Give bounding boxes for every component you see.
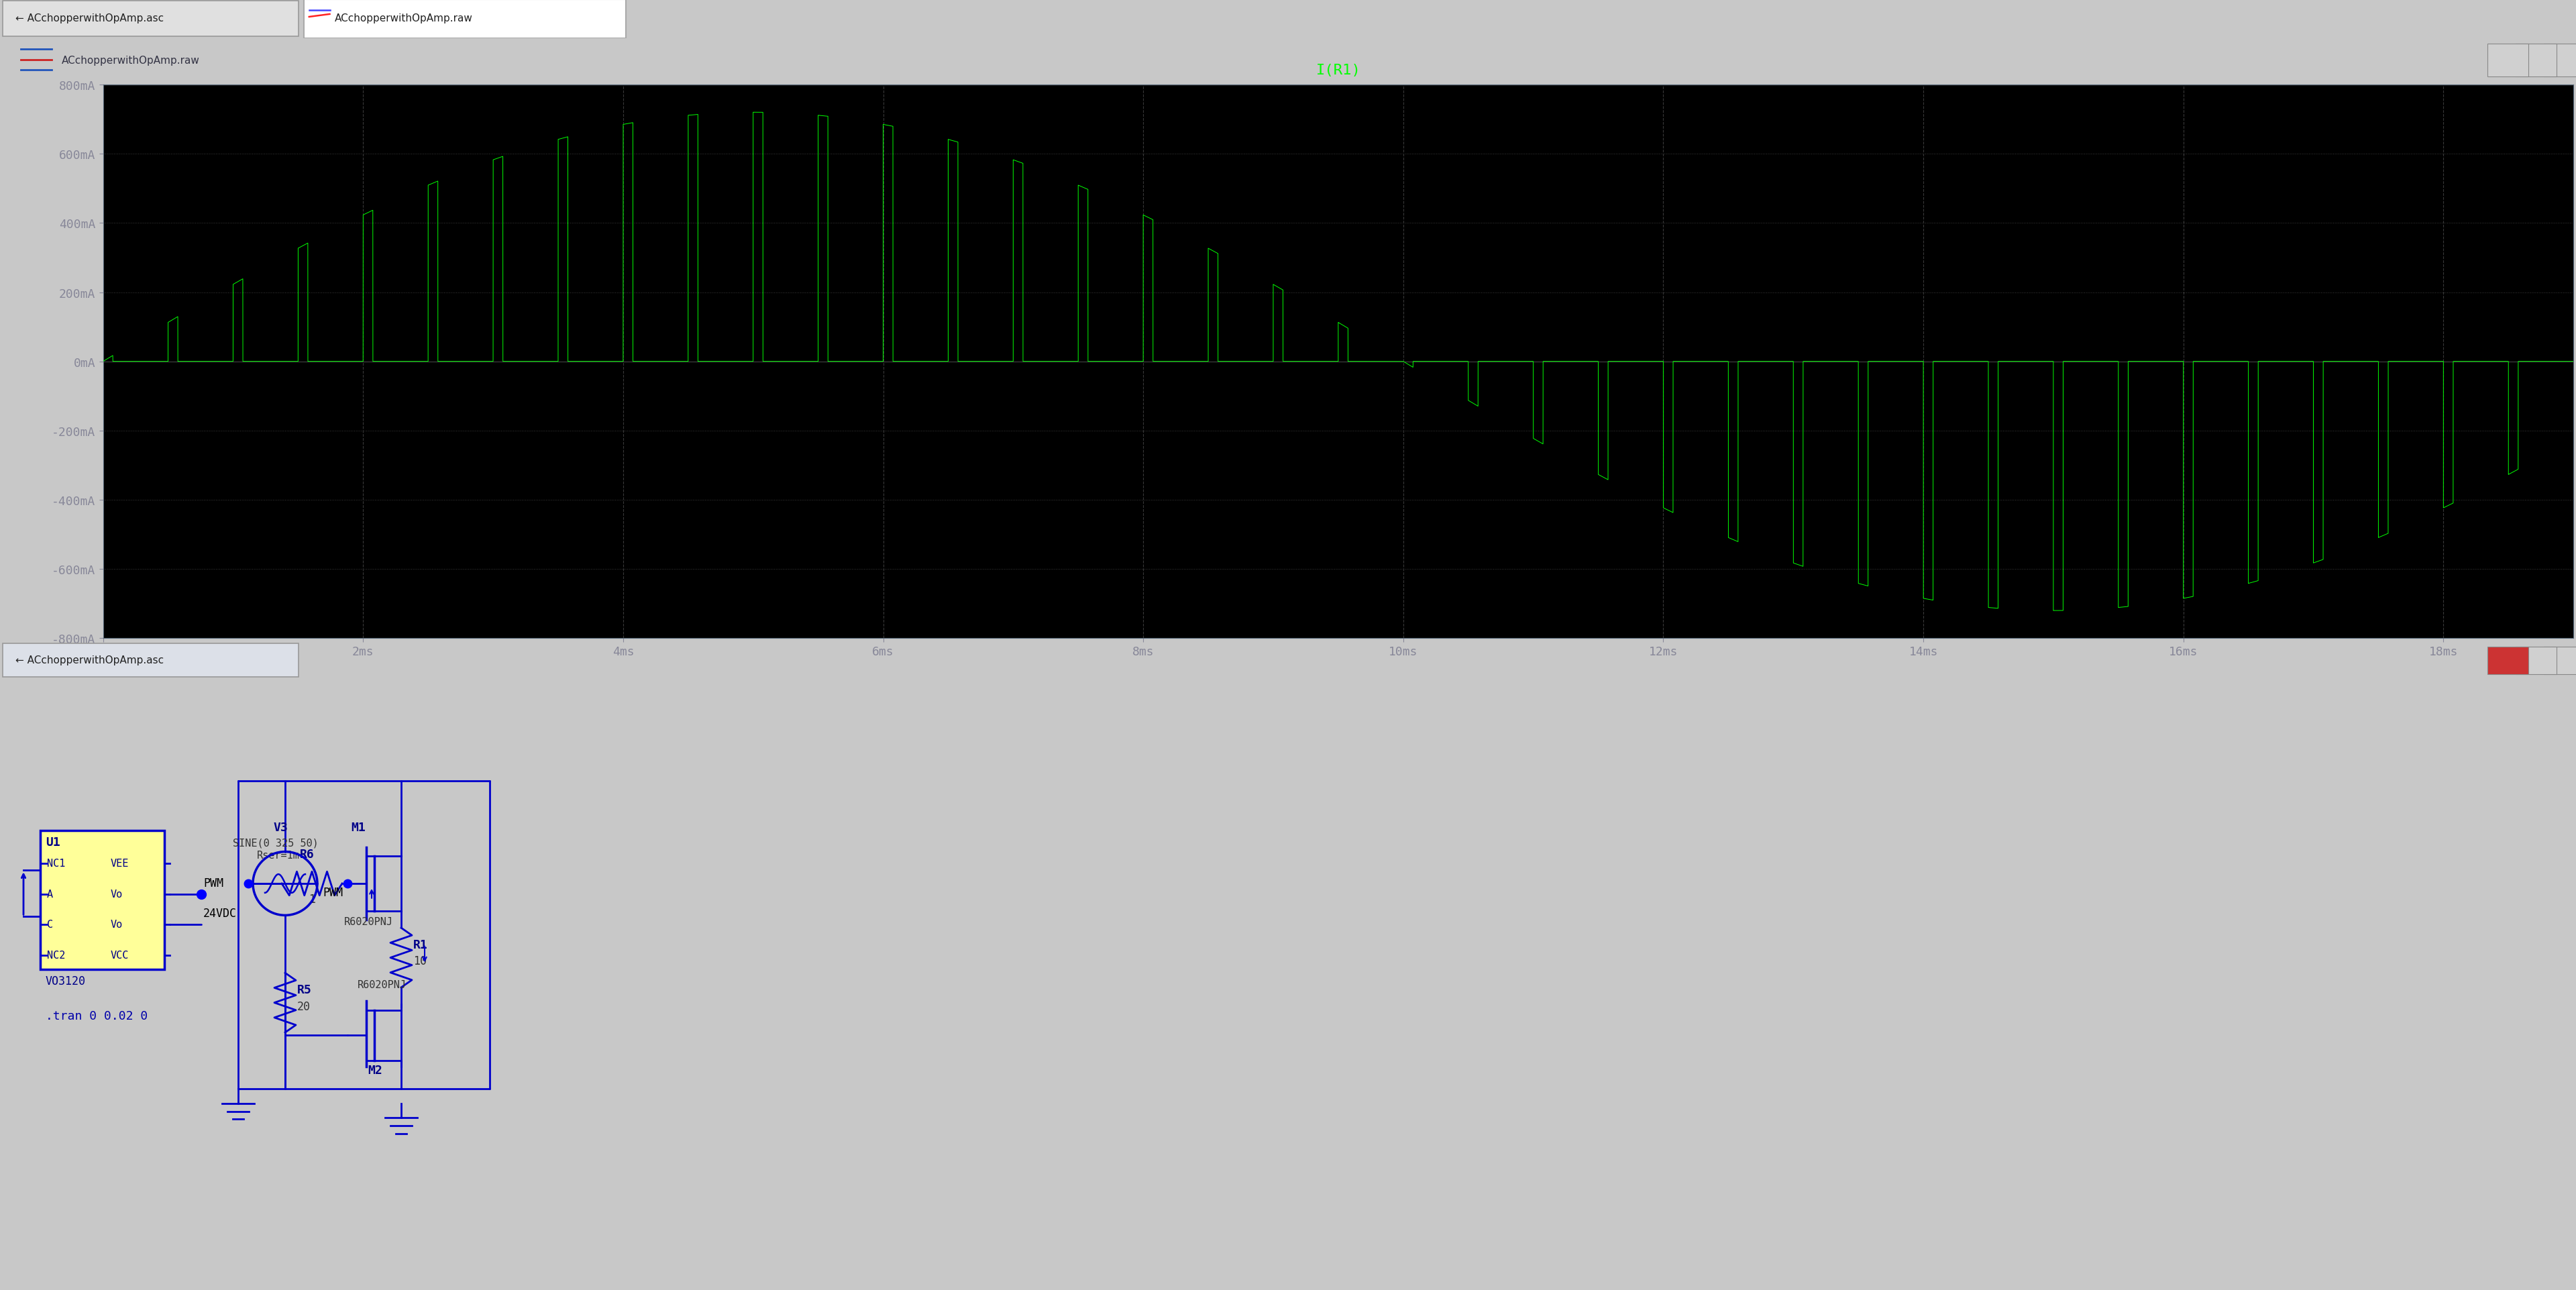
Text: PWM: PWM (322, 886, 343, 898)
Bar (41, 831, 165, 970)
Text: V3: V3 (273, 822, 289, 833)
Text: VCC: VCC (111, 949, 129, 960)
Text: VO3120: VO3120 (46, 975, 85, 987)
Text: C: C (46, 920, 54, 929)
Text: ACchopperwithOpAmp.raw: ACchopperwithOpAmp.raw (62, 55, 201, 66)
Text: R5: R5 (296, 983, 312, 996)
Text: ← ACchopperwithOpAmp.asc: ← ACchopperwithOpAmp.asc (15, 14, 165, 23)
Text: R6020PNJ: R6020PNJ (358, 979, 407, 989)
Text: 1: 1 (309, 893, 314, 904)
FancyBboxPatch shape (3, 644, 299, 677)
FancyBboxPatch shape (2488, 646, 2530, 675)
Text: Rser=1m: Rser=1m (258, 850, 299, 860)
Text: ACchopperwithOpAmp.raw: ACchopperwithOpAmp.raw (335, 14, 474, 23)
Text: I(R1): I(R1) (1316, 63, 1360, 77)
Text: 10: 10 (412, 955, 428, 968)
FancyBboxPatch shape (304, 0, 626, 39)
Text: .tran 0 0.02 0: .tran 0 0.02 0 (46, 1010, 147, 1022)
Text: M1: M1 (350, 822, 366, 833)
Text: 20: 20 (296, 1000, 312, 1013)
FancyBboxPatch shape (3, 1, 299, 37)
Text: NC2: NC2 (46, 949, 64, 960)
Text: SINE(0 325 50): SINE(0 325 50) (232, 838, 319, 848)
Text: R1: R1 (412, 939, 428, 951)
Text: U1: U1 (46, 836, 59, 848)
Text: R6: R6 (299, 848, 314, 860)
FancyBboxPatch shape (2543, 44, 2576, 77)
Text: Vo: Vo (111, 889, 124, 899)
Text: VEE: VEE (111, 858, 129, 868)
FancyBboxPatch shape (2543, 646, 2576, 675)
Text: NC1: NC1 (46, 858, 64, 868)
Text: R6020PNJ: R6020PNJ (345, 917, 394, 926)
Text: 24VDC: 24VDC (204, 907, 237, 920)
FancyBboxPatch shape (2514, 646, 2555, 675)
Text: PWM: PWM (204, 877, 224, 889)
Text: ← ACchopperwithOpAmp.asc: ← ACchopperwithOpAmp.asc (15, 655, 165, 664)
FancyBboxPatch shape (2488, 44, 2530, 77)
Text: Vo: Vo (111, 920, 124, 929)
Text: M2: M2 (368, 1064, 381, 1076)
FancyBboxPatch shape (2514, 44, 2555, 77)
Text: A: A (46, 889, 54, 899)
